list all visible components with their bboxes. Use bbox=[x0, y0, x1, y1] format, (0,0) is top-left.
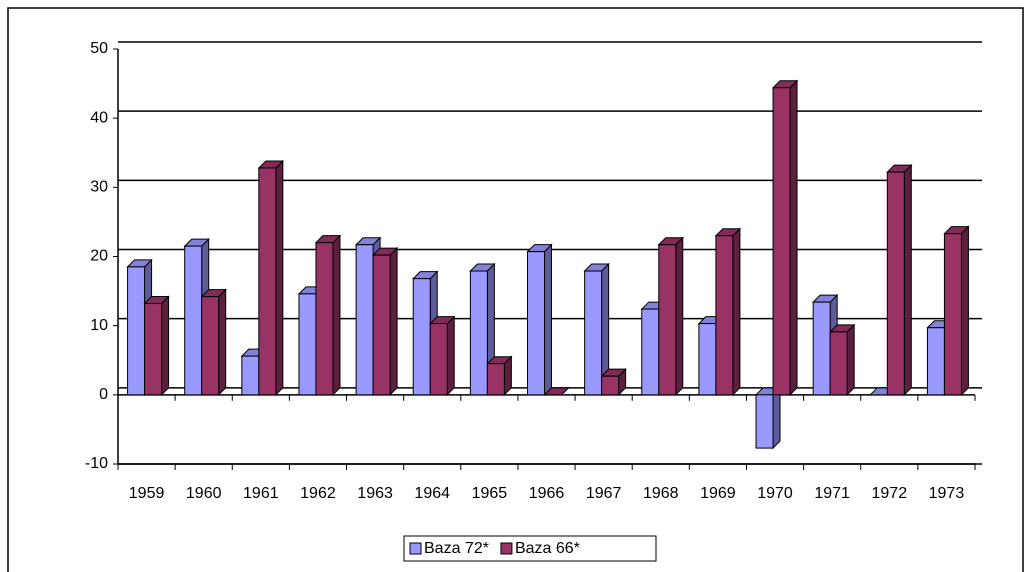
bar bbox=[829, 331, 848, 396]
bar-side bbox=[544, 243, 552, 397]
y-tick-label: 50 bbox=[90, 40, 108, 57]
bar bbox=[355, 244, 374, 396]
chart-frame bbox=[7, 7, 1024, 572]
x-tick-label: 1961 bbox=[243, 485, 279, 502]
x-tick-label: 1965 bbox=[472, 485, 508, 502]
bar bbox=[658, 244, 677, 396]
x-tick-label: 1967 bbox=[586, 485, 622, 502]
bar-side bbox=[789, 79, 798, 397]
bar-side bbox=[846, 323, 855, 397]
bar bbox=[812, 301, 831, 396]
x-tick-label: 1959 bbox=[129, 485, 165, 502]
x-tick-label: 1973 bbox=[929, 485, 965, 502]
bar bbox=[315, 242, 334, 396]
bar bbox=[584, 270, 603, 396]
legend-box bbox=[403, 535, 657, 562]
legend-label: Baza 72* bbox=[424, 540, 489, 557]
bar bbox=[184, 245, 203, 396]
bar bbox=[201, 296, 220, 396]
bar bbox=[486, 363, 505, 396]
legend-swatch bbox=[500, 542, 513, 555]
bar-side bbox=[161, 295, 170, 397]
x-tick-label: 1964 bbox=[414, 485, 450, 502]
x-tick-label: 1962 bbox=[300, 485, 336, 502]
bar bbox=[641, 308, 660, 396]
bar-side bbox=[772, 386, 781, 450]
bar-side bbox=[903, 163, 912, 397]
x-tick-label: 1968 bbox=[643, 485, 679, 502]
x-tick-label: 1963 bbox=[357, 485, 393, 502]
bar-side bbox=[732, 227, 741, 397]
bar bbox=[943, 233, 962, 396]
legend-label: Baza 66* bbox=[515, 540, 580, 557]
x-tick-label: 1971 bbox=[814, 485, 850, 502]
bar bbox=[926, 327, 945, 396]
y-tick-label: 20 bbox=[90, 248, 108, 265]
y-tick-label: -10 bbox=[85, 455, 108, 472]
bar-side bbox=[389, 246, 398, 397]
bar bbox=[527, 251, 545, 396]
y-tick-label: 40 bbox=[90, 109, 108, 126]
bar bbox=[469, 270, 488, 396]
legend-swatch bbox=[409, 542, 422, 555]
bar bbox=[715, 235, 734, 396]
bar bbox=[412, 278, 431, 396]
bar bbox=[429, 323, 448, 396]
x-tick-label: 1960 bbox=[186, 485, 222, 502]
bar bbox=[772, 87, 791, 396]
bar-side bbox=[218, 288, 227, 397]
bar bbox=[298, 293, 317, 396]
y-tick-label: 30 bbox=[90, 179, 108, 196]
bar-side bbox=[275, 159, 284, 397]
bar bbox=[755, 394, 774, 449]
bar-side bbox=[960, 225, 969, 397]
x-tick-label: 1970 bbox=[757, 485, 793, 502]
bar bbox=[886, 171, 905, 396]
bar bbox=[258, 167, 277, 396]
x-tick-label: 1969 bbox=[700, 485, 736, 502]
bar bbox=[601, 375, 620, 396]
bar bbox=[127, 266, 146, 396]
bar bbox=[698, 323, 717, 396]
bar bbox=[144, 303, 163, 396]
bar-side bbox=[675, 236, 684, 397]
bar-side bbox=[332, 234, 341, 397]
x-tick-label: 1966 bbox=[529, 485, 565, 502]
bar-top bbox=[543, 387, 570, 396]
bar-side bbox=[446, 315, 455, 397]
y-tick-label: 10 bbox=[90, 317, 108, 334]
y-tick-label: 0 bbox=[99, 386, 108, 403]
bar bbox=[241, 355, 260, 396]
bar bbox=[372, 254, 391, 396]
x-tick-label: 1972 bbox=[872, 485, 908, 502]
